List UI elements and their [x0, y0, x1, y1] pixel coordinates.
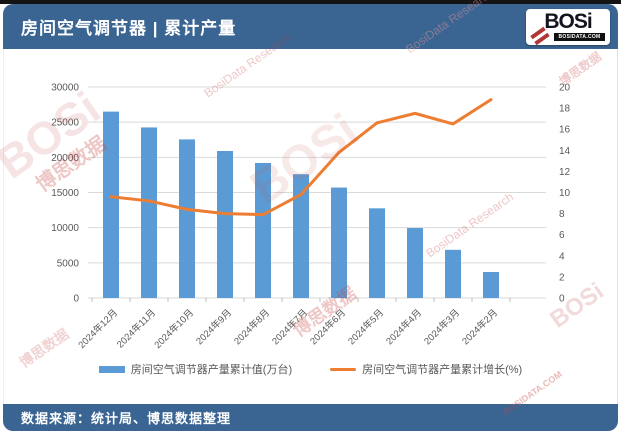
right-axis-tick-label: 6 [559, 230, 565, 241]
bar-2024年5月 [369, 208, 385, 298]
x-axis-label: 2024年12月 [76, 307, 120, 351]
logo-brand-text: BOSi [544, 9, 592, 33]
left-axis-tick-label: 30000 [51, 83, 79, 94]
page-title: 房间空气调节器 | 累计产量 [21, 19, 237, 38]
left-axis-tick-label: 10000 [51, 223, 79, 234]
x-axis-label: 2024年9月 [194, 307, 235, 348]
bosi-logo: BOSi BOSIDATA.COM [526, 8, 610, 45]
footer-bar: 数据来源：统计局、博思数据整理 [3, 404, 618, 431]
header-bar: 房间空气调节器 | 累计产量 BOSi BOSIDATA.COM [3, 4, 618, 49]
right-axis-tick-label: 18 [559, 104, 571, 115]
x-axis-label: 2024年2月 [460, 307, 501, 348]
bar-2024年6月 [331, 187, 347, 298]
data-source-text: 数据来源：统计局、博思数据整理 [21, 411, 232, 426]
bar-2024年10月 [179, 139, 195, 298]
bar-2024年4月 [407, 228, 423, 298]
x-axis-label: 2024年5月 [346, 307, 387, 348]
top-border-strip [0, 0, 621, 4]
x-axis-label: 2024年10月 [152, 307, 196, 351]
bar-2024年3月 [445, 249, 461, 298]
line-series-swatch [330, 367, 357, 371]
report-card: 房间空气调节器 | 累计产量 BOSi BOSIDATA.COM 0 5000 10… [3, 4, 618, 431]
bar-2024年12月 [103, 111, 119, 298]
growth-line [109, 98, 493, 217]
x-axis-label: 2024年7月 [270, 307, 311, 348]
left-axis-tick-label: 5000 [57, 258, 80, 269]
x-axis-label: 2024年3月 [422, 307, 463, 348]
bar-2024年8月 [255, 162, 271, 298]
right-axis-tick-label: 12 [559, 167, 571, 178]
x-axis-label: 2024年4月 [384, 307, 425, 348]
left-axis-tick-label: 20000 [51, 153, 79, 164]
x-axis-label: 2024年6月 [308, 307, 349, 348]
right-axis-tick-label: 0 [559, 294, 565, 305]
right-axis-tick-label: 20 [559, 83, 571, 94]
left-axis-tick-label: 25000 [51, 118, 79, 129]
right-axis-tick-label: 4 [559, 251, 565, 262]
bar-2024年9月 [217, 151, 233, 298]
chart-area: 0 5000 10000 15000 20000 25000 30000 0 2 4 6 8 10 12 1… [3, 49, 618, 404]
x-axis-label: 2024年11月 [114, 307, 158, 351]
right-axis-tick-label: 16 [559, 125, 571, 136]
left-axis-tick-label: 0 [73, 294, 79, 305]
logo-domain-text: BOSIDATA.COM [554, 32, 605, 41]
x-axis-label: 2024年8月 [232, 307, 273, 348]
right-axis-tick-label: 2 [559, 272, 565, 283]
bar-series-swatch [98, 365, 125, 373]
bar-2024年2月 [483, 271, 499, 298]
right-axis-tick-label: 10 [559, 188, 571, 199]
bar-series-label: 房间空气调节器产量累计值(万台) [130, 364, 293, 376]
bar-2024年7月 [293, 174, 309, 298]
bar-2024年11月 [141, 127, 157, 298]
legend-item-line: 房间空气调节器产量累计增长(%) [330, 361, 522, 377]
chart-legend: 房间空气调节器产量累计值(万台) 房间空气调节器产量累计增长(%) [4, 361, 617, 377]
production-chart: 0 5000 10000 15000 20000 25000 30000 0 2 4 6 8 10 12 1… [51, 83, 571, 351]
left-axis-tick-label: 15000 [51, 188, 79, 199]
legend-item-bar: 房间空气调节器产量累计值(万台) [98, 361, 293, 377]
line-series-label: 房间空气调节器产量累计增长(%) [362, 364, 523, 376]
right-axis-tick-label: 14 [559, 146, 571, 157]
right-axis-tick-label: 8 [559, 209, 565, 220]
